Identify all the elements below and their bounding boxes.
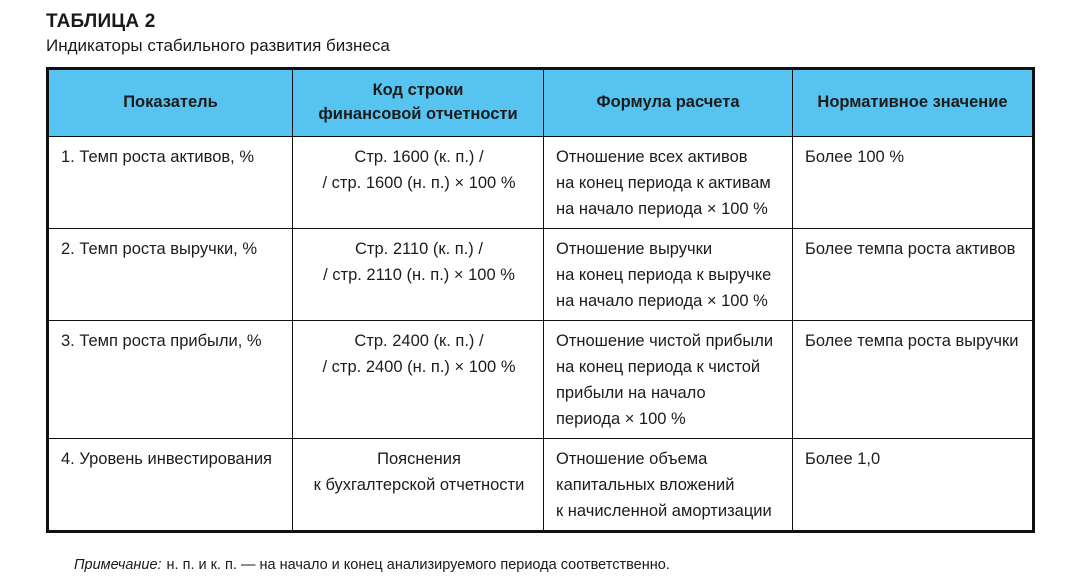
table-label: ТАБЛИЦА 2	[46, 11, 156, 32]
table-row-3: 3. Темп роста прибыли, % Стр. 2400 (к. п…	[47, 319, 1034, 440]
table-note: Примечание: н. п. и к. п. — на начало и к…	[74, 557, 1079, 573]
row4-formula-line3: к начисленной амортизации	[556, 502, 772, 521]
title-block: ТАБЛИЦА 2 Индикаторы стабильного развити…	[46, 10, 1079, 58]
row4-formula-line2: капитальных вложений	[556, 476, 735, 495]
row4-code-line2: к бухгалтерской отчетности	[313, 476, 525, 495]
row2-code-line2: / стр. 2110 (н. п.) × 100 %	[323, 265, 515, 284]
table-row-4: 4. Уровень инвестирования Пояснения к бу…	[47, 438, 1034, 533]
col-header-code-line2: финансовой отчетности	[318, 104, 518, 123]
row2-formula-line3: на начало периода × 100 %	[556, 291, 768, 310]
row4-indicator: 4. Уровень инвестирования	[47, 438, 293, 533]
row1-formula-line1: Отношение всех активов	[556, 147, 748, 166]
row3-code: Стр. 2400 (к. п.) / / стр. 2400 (н. п.) …	[292, 319, 544, 440]
row3-formula-line2: на конец периода к чистой	[556, 358, 761, 377]
row1-formula-line2: на конец периода к активам	[556, 173, 771, 192]
row1-formula-line3: на начало периода × 100 %	[556, 199, 768, 218]
row4-code: Пояснения к бухгалтерской отчетности	[292, 438, 544, 533]
row2-formula-line1: Отношение выручки	[556, 239, 713, 258]
row3-formula: Отношение чистой прибыли на конец период…	[543, 319, 793, 440]
row1-indicator: 1. Темп роста активов, %	[47, 135, 293, 229]
note-text: н. п. и к. п. — на начало и конец анализ…	[166, 557, 670, 574]
table-subtitle: Индикаторы стабильного развития бизнеса	[46, 35, 390, 55]
table-row-2: 2. Темп роста выручки, % Стр. 2110 (к. п…	[47, 227, 1034, 322]
col-header-norm: Нормативное значение	[792, 67, 1034, 137]
col-header-formula: Формула расчета	[543, 67, 793, 137]
row2-code-line1: Стр. 2110 (к. п.) /	[355, 239, 483, 258]
row3-formula-line3: прибыли на начало	[556, 384, 706, 403]
row4-norm: Более 1,0	[792, 438, 1034, 533]
col-header-indicator: Показатель	[47, 67, 293, 137]
header-row: Показатель Код строки финансовой отчетно…	[47, 67, 1034, 137]
row1-code: Стр. 1600 (к. п.) / / стр. 1600 (н. п.) …	[292, 135, 544, 229]
row3-norm: Более темпа роста выручки	[792, 319, 1034, 440]
row3-indicator: 3. Темп роста прибыли, %	[47, 319, 293, 440]
row1-code-line1: Стр. 1600 (к. п.) /	[354, 147, 484, 166]
row3-formula-line1: Отношение чистой прибыли	[556, 332, 774, 350]
col-header-code-line1: Код строки	[372, 80, 464, 99]
row2-formula-line2: на конец периода к выручке	[556, 265, 772, 284]
row2-formula: Отношение выручки на конец периода к выр…	[543, 227, 793, 322]
row1-code-line2: / стр. 1600 (н. п.) × 100 %	[322, 173, 516, 192]
row2-indicator: 2. Темп роста выручки, %	[47, 227, 293, 322]
row3-formula-line4: периода × 100 %	[556, 410, 686, 429]
indicators-table: Показатель Код строки финансовой отчетно…	[46, 66, 1035, 534]
col-header-code: Код строки финансовой отчетности	[292, 67, 544, 137]
note-label: Примечание:	[74, 557, 162, 574]
row4-formula: Отношение объема капитальных вложений к …	[543, 438, 793, 533]
row1-formula: Отношение всех активов на конец периода …	[543, 135, 793, 229]
row2-code: Стр. 2110 (к. п.) / / стр. 2110 (н. п.) …	[292, 227, 544, 322]
row4-code-line1: Пояснения	[377, 450, 461, 469]
row3-code-line1: Стр. 2400 (к. п.) /	[354, 332, 484, 350]
row1-norm: Более 100 %	[792, 135, 1034, 229]
table-row-1: 1. Темп роста активов, % Стр. 1600 (к. п…	[47, 135, 1034, 229]
row2-norm: Более темпа роста активов	[792, 227, 1034, 322]
row3-code-line2: / стр. 2400 (н. п.) × 100 %	[322, 358, 516, 377]
row4-formula-line1: Отношение объема	[556, 450, 708, 469]
